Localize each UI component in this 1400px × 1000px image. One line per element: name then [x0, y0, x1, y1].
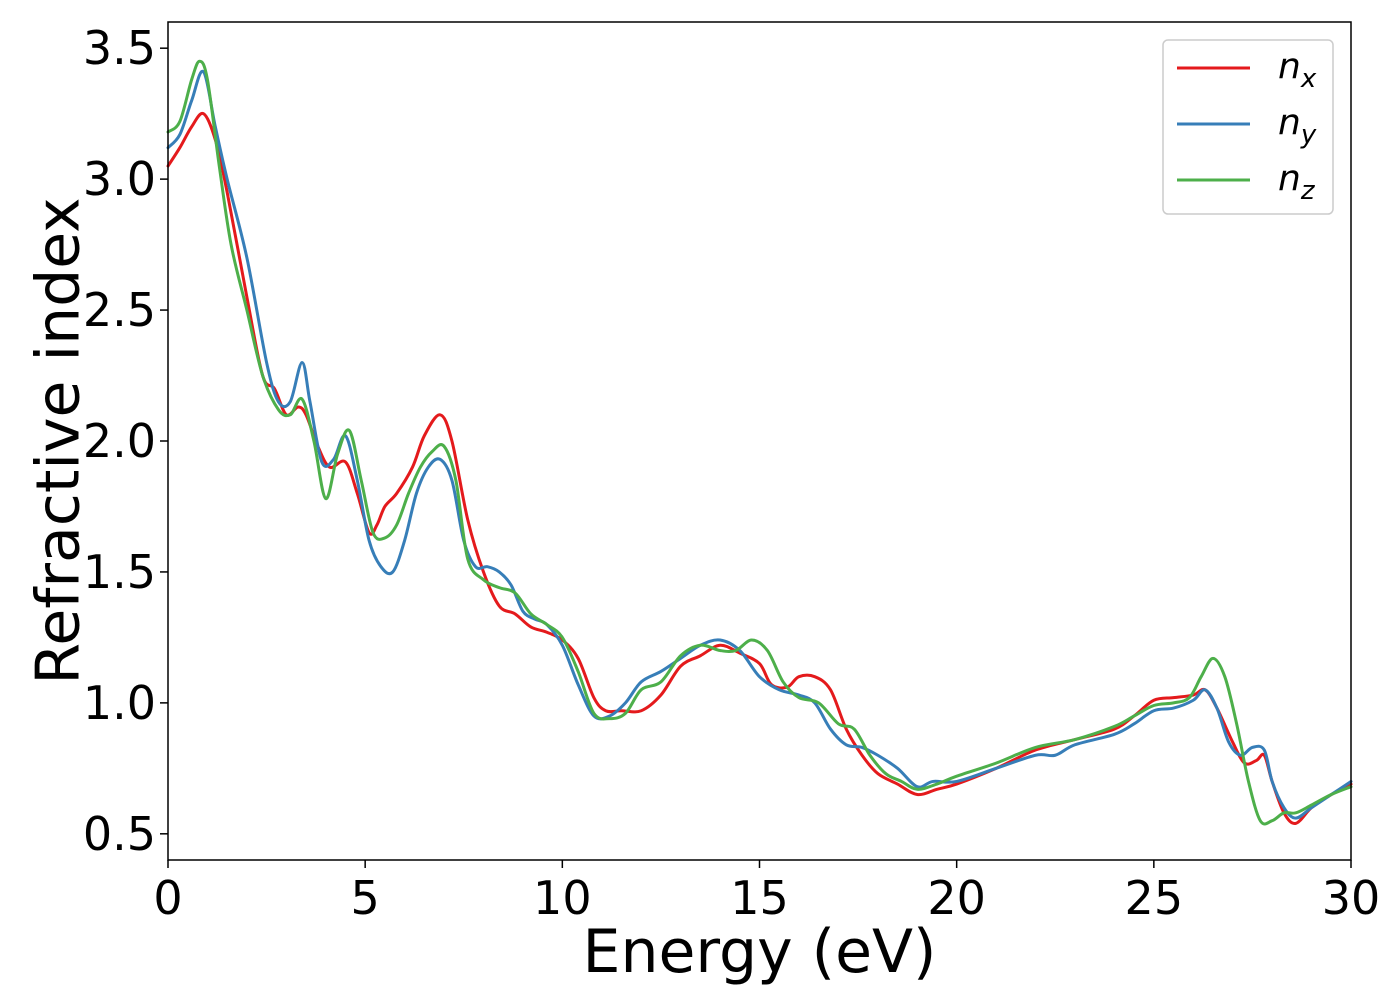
ticks-layer: 0 5 10 15 20 25 30 0.5 1.0 1.5 2.0 2.5 3.0 3.5 — [83, 21, 1380, 925]
series-line-n-z — [166, 59, 1353, 826]
legend-label: ny — [1278, 102, 1317, 150]
x-tick-label: 25 — [1125, 871, 1184, 925]
y-tick-label: 2.5 — [83, 283, 156, 337]
legend-box — [1162, 39, 1334, 215]
series-line-n-y — [166, 69, 1353, 820]
x-tick-label: 0 — [153, 871, 182, 925]
y-tick-label: 2.0 — [83, 414, 156, 468]
legend: nx ny nz — [1162, 39, 1334, 215]
y-tick-label: 3.5 — [83, 21, 156, 75]
x-tick-label: 15 — [730, 871, 789, 925]
x-axis-title: Energy (eV) — [583, 917, 937, 987]
x-tick-label: 30 — [1322, 871, 1381, 925]
x-tick-label: 20 — [927, 871, 986, 925]
y-tick-label: 1.5 — [83, 545, 156, 599]
series-layer — [166, 59, 1353, 826]
x-tick-label: 10 — [533, 871, 592, 925]
x-tick-label: 5 — [351, 871, 380, 925]
legend-label: nx — [1278, 46, 1317, 94]
y-axis-title: Refractive index — [24, 197, 94, 684]
y-tick-label: 3.0 — [83, 152, 156, 206]
series-line-n-x — [166, 111, 1353, 825]
y-tick-label: 1.0 — [83, 676, 156, 730]
y-tick-label: 0.5 — [83, 807, 156, 861]
legend-label: nz — [1278, 158, 1316, 206]
